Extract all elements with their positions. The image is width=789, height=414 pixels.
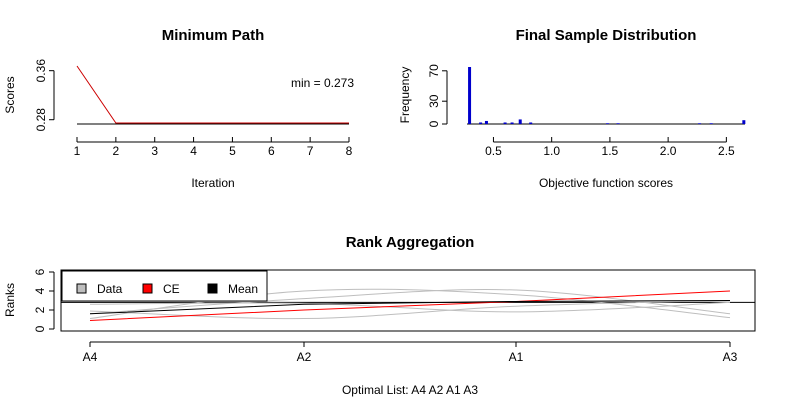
rank-aggregation-xlabel: Optimal List: A4 A2 A1 A3 <box>342 383 478 397</box>
y-tick-label: 4 <box>33 287 47 294</box>
y-tick-label: 70 <box>427 64 441 78</box>
x-tick-label: 1 <box>74 144 81 158</box>
rank-aggregation-x-axis: A4 A2 A1 A3 <box>83 341 738 364</box>
mean-rank-line <box>89 300 731 315</box>
y-tick-label: 30 <box>427 94 441 108</box>
legend-label-mean: Mean <box>228 282 258 296</box>
histogram-bar <box>606 123 610 124</box>
minimum-path-marks <box>76 65 349 125</box>
sample-distribution-y-axis: 0 30 70 <box>427 64 448 127</box>
histogram-bar <box>616 123 620 124</box>
rank-aggregation-plot-box <box>60 269 756 332</box>
x-tick-label: 8 <box>346 144 353 158</box>
y-tick-label: 0 <box>33 325 47 332</box>
x-tick-label: 5 <box>229 144 236 158</box>
sample-distribution-ylabel: Frequency <box>398 67 412 124</box>
rank-aggregation-lines <box>61 288 755 321</box>
legend-label-data: Data <box>97 282 123 296</box>
minimum-path-annotation: min = 0.273 <box>291 76 354 90</box>
legend-swatch-data <box>76 283 87 294</box>
rank-aggregation-title: Rank Aggregation <box>346 234 475 251</box>
y-tick-label: 0 <box>427 120 441 127</box>
histogram-bar <box>479 122 483 124</box>
histogram-bar <box>698 123 702 124</box>
sample-distribution-title: Final Sample Distribution <box>516 27 697 44</box>
legend-box <box>61 270 268 302</box>
histogram-bar <box>468 67 472 124</box>
minimum-path-y-axis: 0.28 0.36 <box>34 59 55 132</box>
ce-rank-line <box>89 290 731 321</box>
histogram-bar <box>510 122 514 124</box>
rank-aggregation-y-axis: 0 2 4 6 <box>33 268 55 332</box>
x-tick-label: 2 <box>113 144 120 158</box>
y-tick-label: 0.28 <box>34 108 48 132</box>
y-tick-label: 6 <box>33 268 47 275</box>
x-tick-label: 1.5 <box>602 144 619 158</box>
x-tick-label: 2.5 <box>718 144 735 158</box>
data-rank-line <box>89 288 731 320</box>
x-tick-label: 1.0 <box>543 144 560 158</box>
x-tick-label: 0.5 <box>485 144 502 158</box>
x-tick-label: 6 <box>268 144 275 158</box>
histogram-bar <box>518 119 522 124</box>
x-tick-label: A2 <box>297 350 312 364</box>
x-tick-label: 4 <box>190 144 197 158</box>
minimum-path-x-axis: 1 2 3 4 5 6 7 8 <box>74 137 353 158</box>
x-tick-label: A4 <box>83 350 98 364</box>
x-tick-label: 2.0 <box>660 144 677 158</box>
sample-distribution-xlabel: Objective function scores <box>539 176 673 190</box>
minimum-path-chart: Minimum Path Iteration Scores min = 0.27… <box>3 27 354 190</box>
histogram-bar <box>742 120 746 124</box>
y-tick-label: 2 <box>33 306 47 313</box>
x-tick-label: A1 <box>509 350 524 364</box>
rank-aggregation-ylabel: Ranks <box>3 283 17 317</box>
legend-label-ce: CE <box>163 282 180 296</box>
x-tick-label: A3 <box>723 350 738 364</box>
rank-aggregation-legend: Data CE Mean <box>61 270 268 302</box>
histogram-bar <box>484 120 488 124</box>
data-rank-line <box>89 301 731 313</box>
histogram-bar <box>529 122 533 124</box>
minimum-path-ylabel: Scores <box>3 76 17 113</box>
sample-distribution-chart: Final Sample Distribution Objective func… <box>398 27 746 190</box>
x-tick-label: 7 <box>307 144 314 158</box>
legend-swatch-mean <box>207 283 218 294</box>
rank-aggregation-chart: Rank Aggregation Optimal List: A4 A2 A1 … <box>3 234 756 397</box>
histogram-bar <box>503 122 507 124</box>
histogram-bar <box>709 123 713 124</box>
sample-distribution-bars <box>467 67 746 125</box>
sample-distribution-x-axis: 0.5 1.0 1.5 2.0 2.5 <box>485 137 735 158</box>
legend-swatch-ce <box>142 283 153 294</box>
score-line <box>76 65 349 124</box>
x-tick-label: 3 <box>151 144 158 158</box>
y-tick-label: 0.36 <box>34 59 48 83</box>
minimum-path-xlabel: Iteration <box>191 176 234 190</box>
minimum-path-title: Minimum Path <box>162 27 265 44</box>
